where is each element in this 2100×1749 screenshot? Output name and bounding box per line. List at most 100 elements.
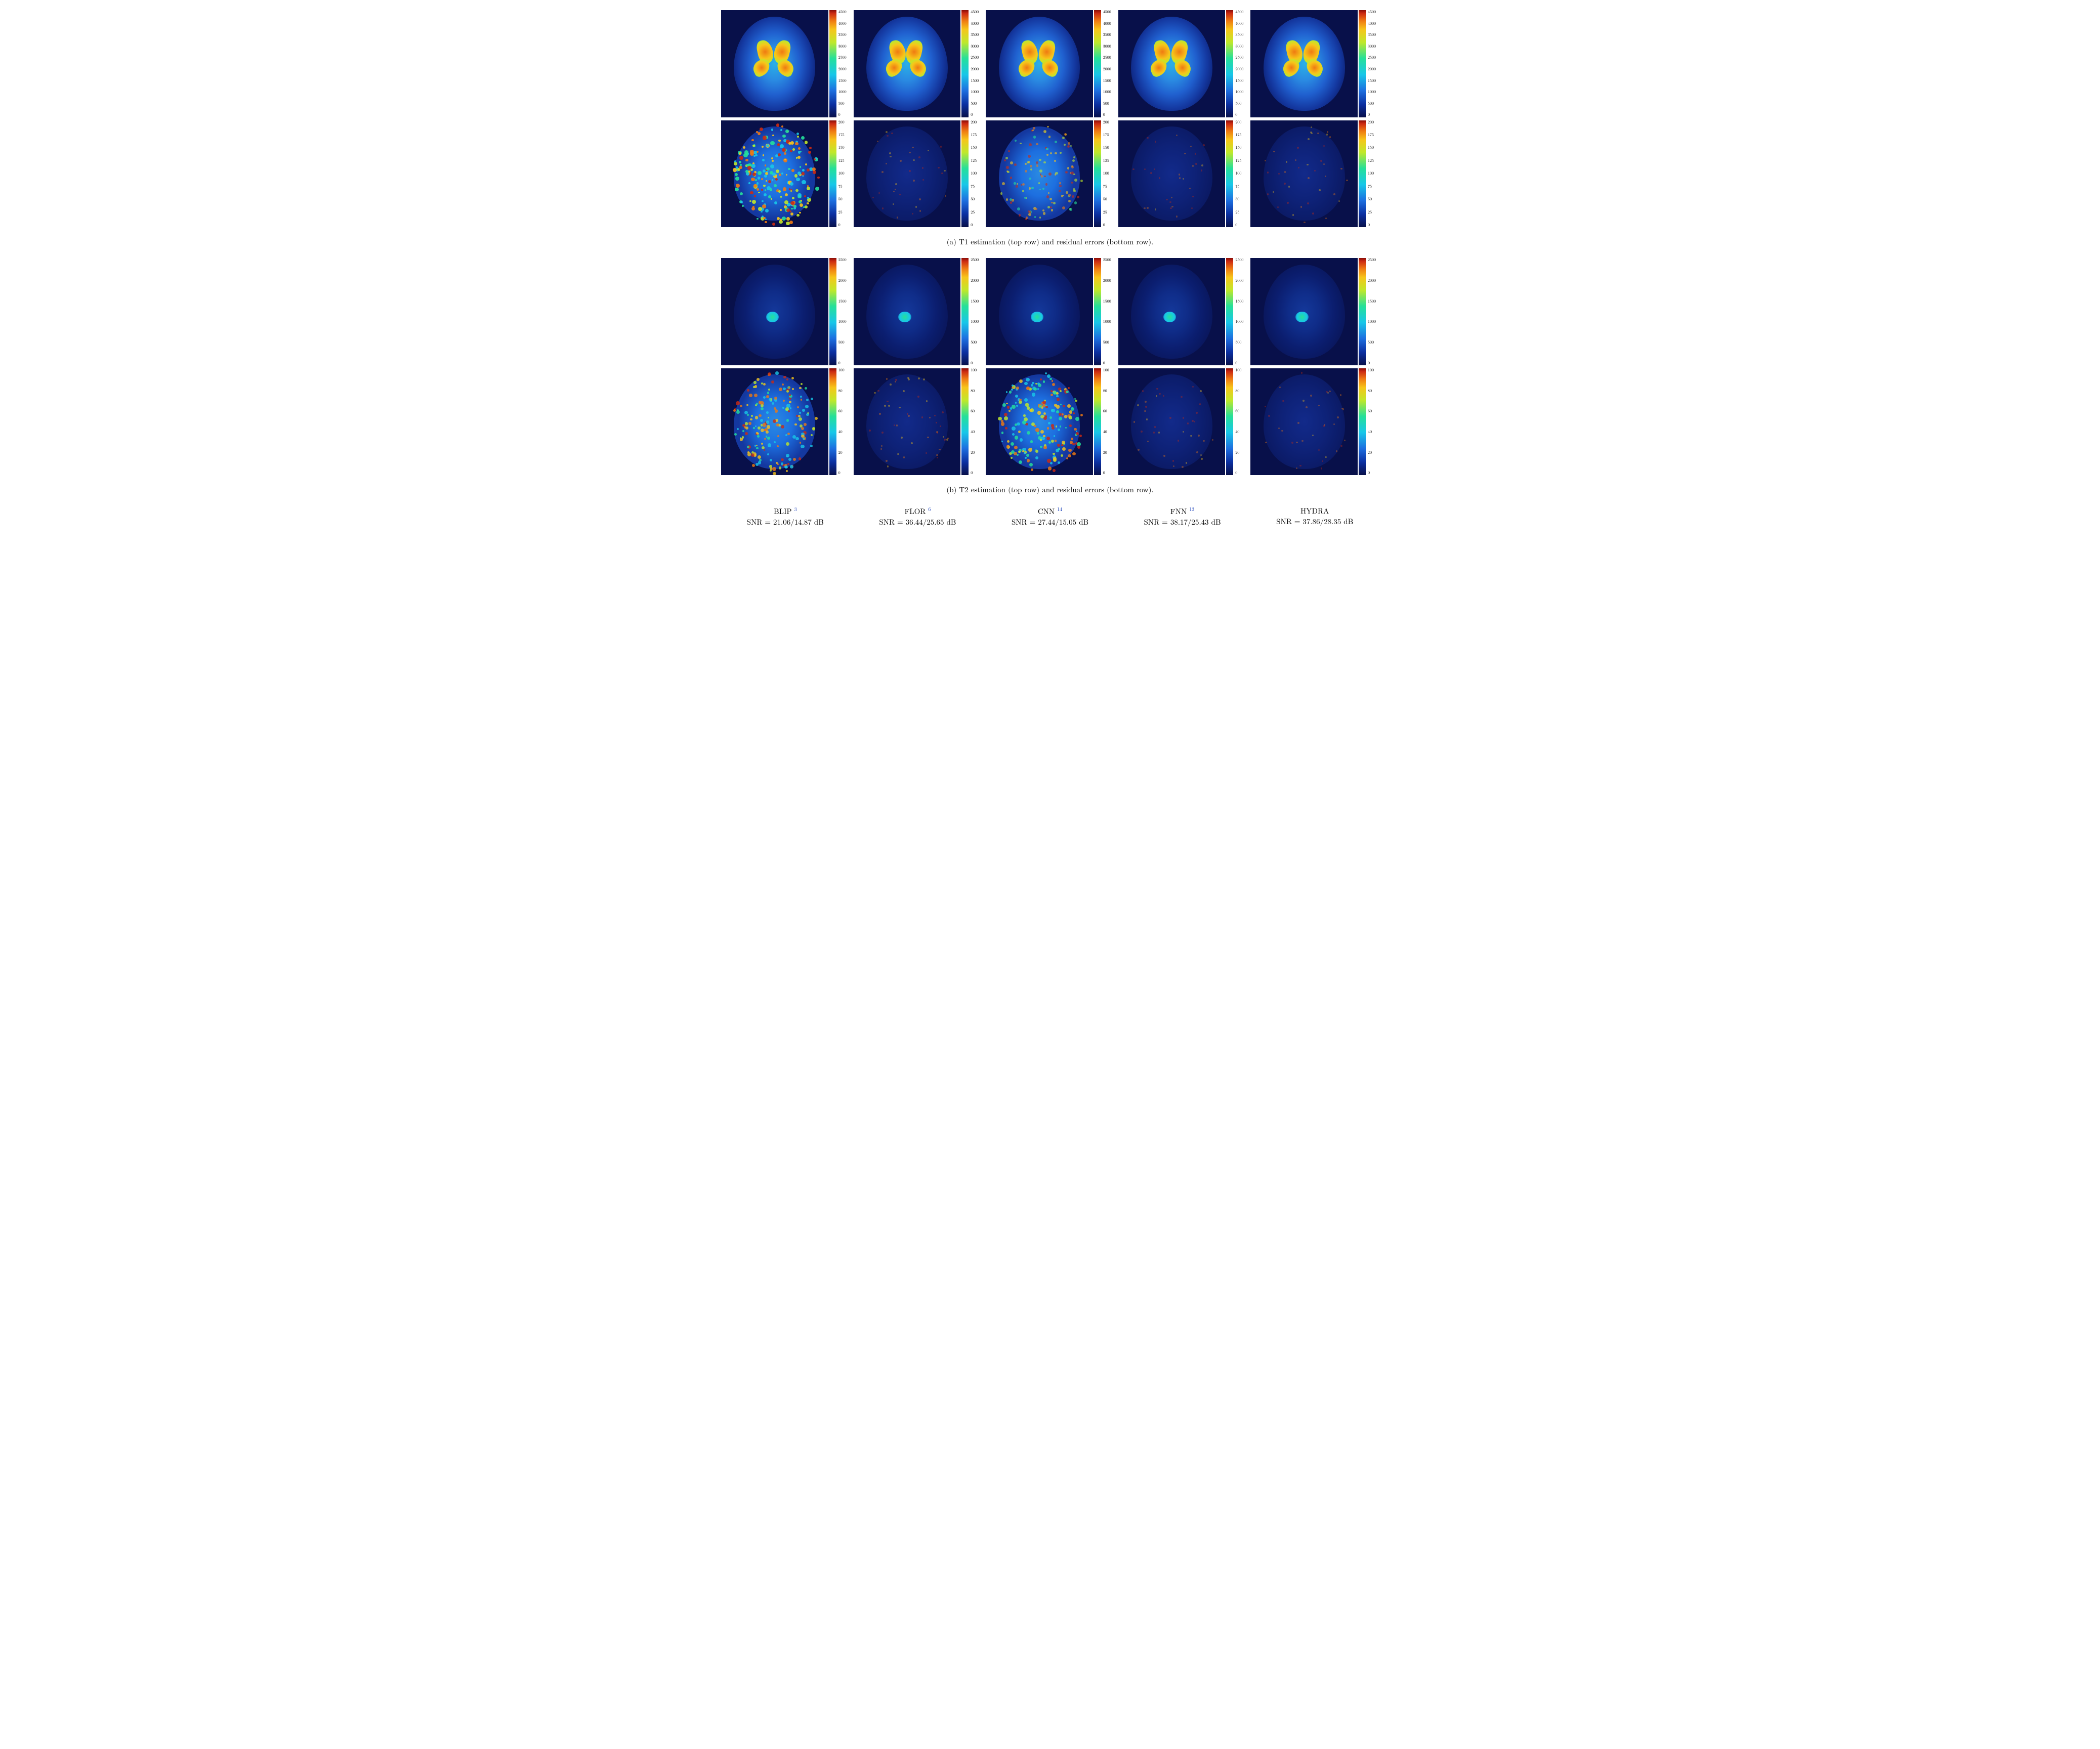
panel-cell: 05001000150020002500 (721, 258, 850, 365)
colorbar-ticks: 050010001500200025003000350040004500 (837, 10, 850, 117)
colorbar-ticks: 050010001500200025003000350040004500 (970, 10, 982, 117)
noise-speck (786, 470, 788, 472)
noise-speck (747, 446, 749, 448)
noise-speck (1020, 143, 1021, 144)
noise-speck (813, 170, 816, 174)
noise-speck (918, 156, 920, 158)
colorbar (1226, 368, 1233, 476)
row-t2-est: 05001000150020002500 05001000150020002500… (721, 258, 1379, 365)
noise-speck (1053, 457, 1057, 461)
method-snr: SNR = 21.06/14.87 dB (721, 517, 850, 527)
noise-speck (912, 147, 913, 148)
heatmap-image (1118, 258, 1226, 365)
noise-speck (881, 445, 883, 447)
heatmap-image (854, 368, 961, 476)
noise-speck (1048, 173, 1051, 175)
noise-speck (1201, 458, 1202, 459)
noise-speck (1043, 446, 1047, 449)
noise-speck (1043, 380, 1045, 382)
noise-speck (751, 139, 753, 141)
noise-speck (756, 447, 758, 449)
noise-speck (793, 205, 796, 207)
method-snr: SNR = 27.44/15.05 dB (986, 517, 1114, 527)
heatmap-image (1118, 120, 1226, 228)
noise-speck (736, 401, 739, 405)
noise-speck (789, 394, 791, 396)
noise-speck (752, 464, 755, 467)
noise-speck (1200, 390, 1201, 392)
noise-speck (1054, 404, 1057, 407)
noise-speck (764, 175, 767, 178)
noise-speck (941, 173, 943, 175)
row-t1-est: 050010001500200025003000350040004500 0500… (721, 10, 1379, 117)
noise-speck (753, 155, 755, 156)
noise-speck (1195, 163, 1197, 164)
noise-speck (1163, 455, 1165, 457)
noise-speck (1055, 152, 1057, 155)
noise-speck (773, 419, 776, 423)
noise-speck (1156, 388, 1158, 390)
noise-speck (1144, 410, 1146, 412)
noise-speck (1311, 133, 1313, 135)
noise-speck (788, 168, 790, 170)
noise-speck (1012, 426, 1016, 431)
noise-speck (1273, 151, 1275, 153)
noise-speck (792, 388, 793, 390)
brain-region (1264, 126, 1345, 221)
noise-speck (800, 396, 802, 398)
colorbar-ticks: 05001000150020002500 (1367, 258, 1379, 365)
noise-speck (790, 201, 794, 205)
noise-speck (1340, 394, 1341, 396)
panel-cell: 0255075100125150175200 (721, 120, 850, 228)
noise-speck (919, 198, 921, 200)
noise-speck (740, 164, 742, 166)
noise-speck (1043, 130, 1046, 133)
method-row: BLIP 3SNR = 21.06/14.87 dB FLOR 6SNR = 3… (721, 506, 1379, 527)
noise-speck (772, 135, 774, 137)
noise-speck (787, 433, 790, 435)
noise-speck (1344, 440, 1346, 441)
noise-speck (1029, 143, 1032, 146)
noise-speck (809, 147, 812, 149)
colorbar-ticks: 0255075100125150175200 (1102, 120, 1114, 228)
noise-speck (1198, 435, 1200, 437)
noise-speck (1006, 445, 1009, 448)
noise-speck (1056, 395, 1058, 397)
noise-speck (918, 377, 920, 379)
noise-speck (788, 387, 790, 389)
noise-speck (749, 394, 752, 397)
noise-speck (1150, 172, 1152, 174)
noise-speck (1046, 148, 1048, 150)
noise-speck (796, 214, 800, 217)
noise-speck (1030, 440, 1033, 443)
noise-speck (1341, 408, 1343, 409)
noise-speck (1178, 440, 1180, 442)
noise-speck (886, 131, 888, 133)
noise-speck (1046, 154, 1048, 156)
noise-speck (1194, 421, 1195, 422)
noise-speck (907, 413, 909, 415)
noise-speck (796, 133, 799, 135)
noise-speck (1170, 207, 1171, 209)
noise-speck (1064, 415, 1067, 418)
caption-b: (b) T2 estimation (top row) and residual… (721, 484, 1379, 495)
noise-speck (1059, 182, 1061, 184)
noise-speck (795, 189, 798, 192)
colorbar (829, 368, 836, 476)
noise-speck (1030, 168, 1032, 170)
method-hydra: HYDRASNR = 37.86/28.35 dB (1250, 506, 1379, 527)
noise-speck (1142, 390, 1144, 392)
noise-speck (928, 150, 929, 151)
noise-speck (758, 177, 761, 180)
noise-speck (766, 411, 769, 414)
noise-speck (757, 218, 758, 220)
hot-spot (898, 312, 911, 322)
noise-speck (782, 383, 784, 386)
noise-speck (774, 397, 777, 400)
noise-speck (1079, 435, 1082, 437)
noise-speck (1192, 196, 1194, 198)
noise-speck (1039, 405, 1042, 408)
noise-speck (1337, 416, 1339, 418)
noise-speck (765, 221, 767, 224)
noise-speck (1056, 392, 1059, 395)
